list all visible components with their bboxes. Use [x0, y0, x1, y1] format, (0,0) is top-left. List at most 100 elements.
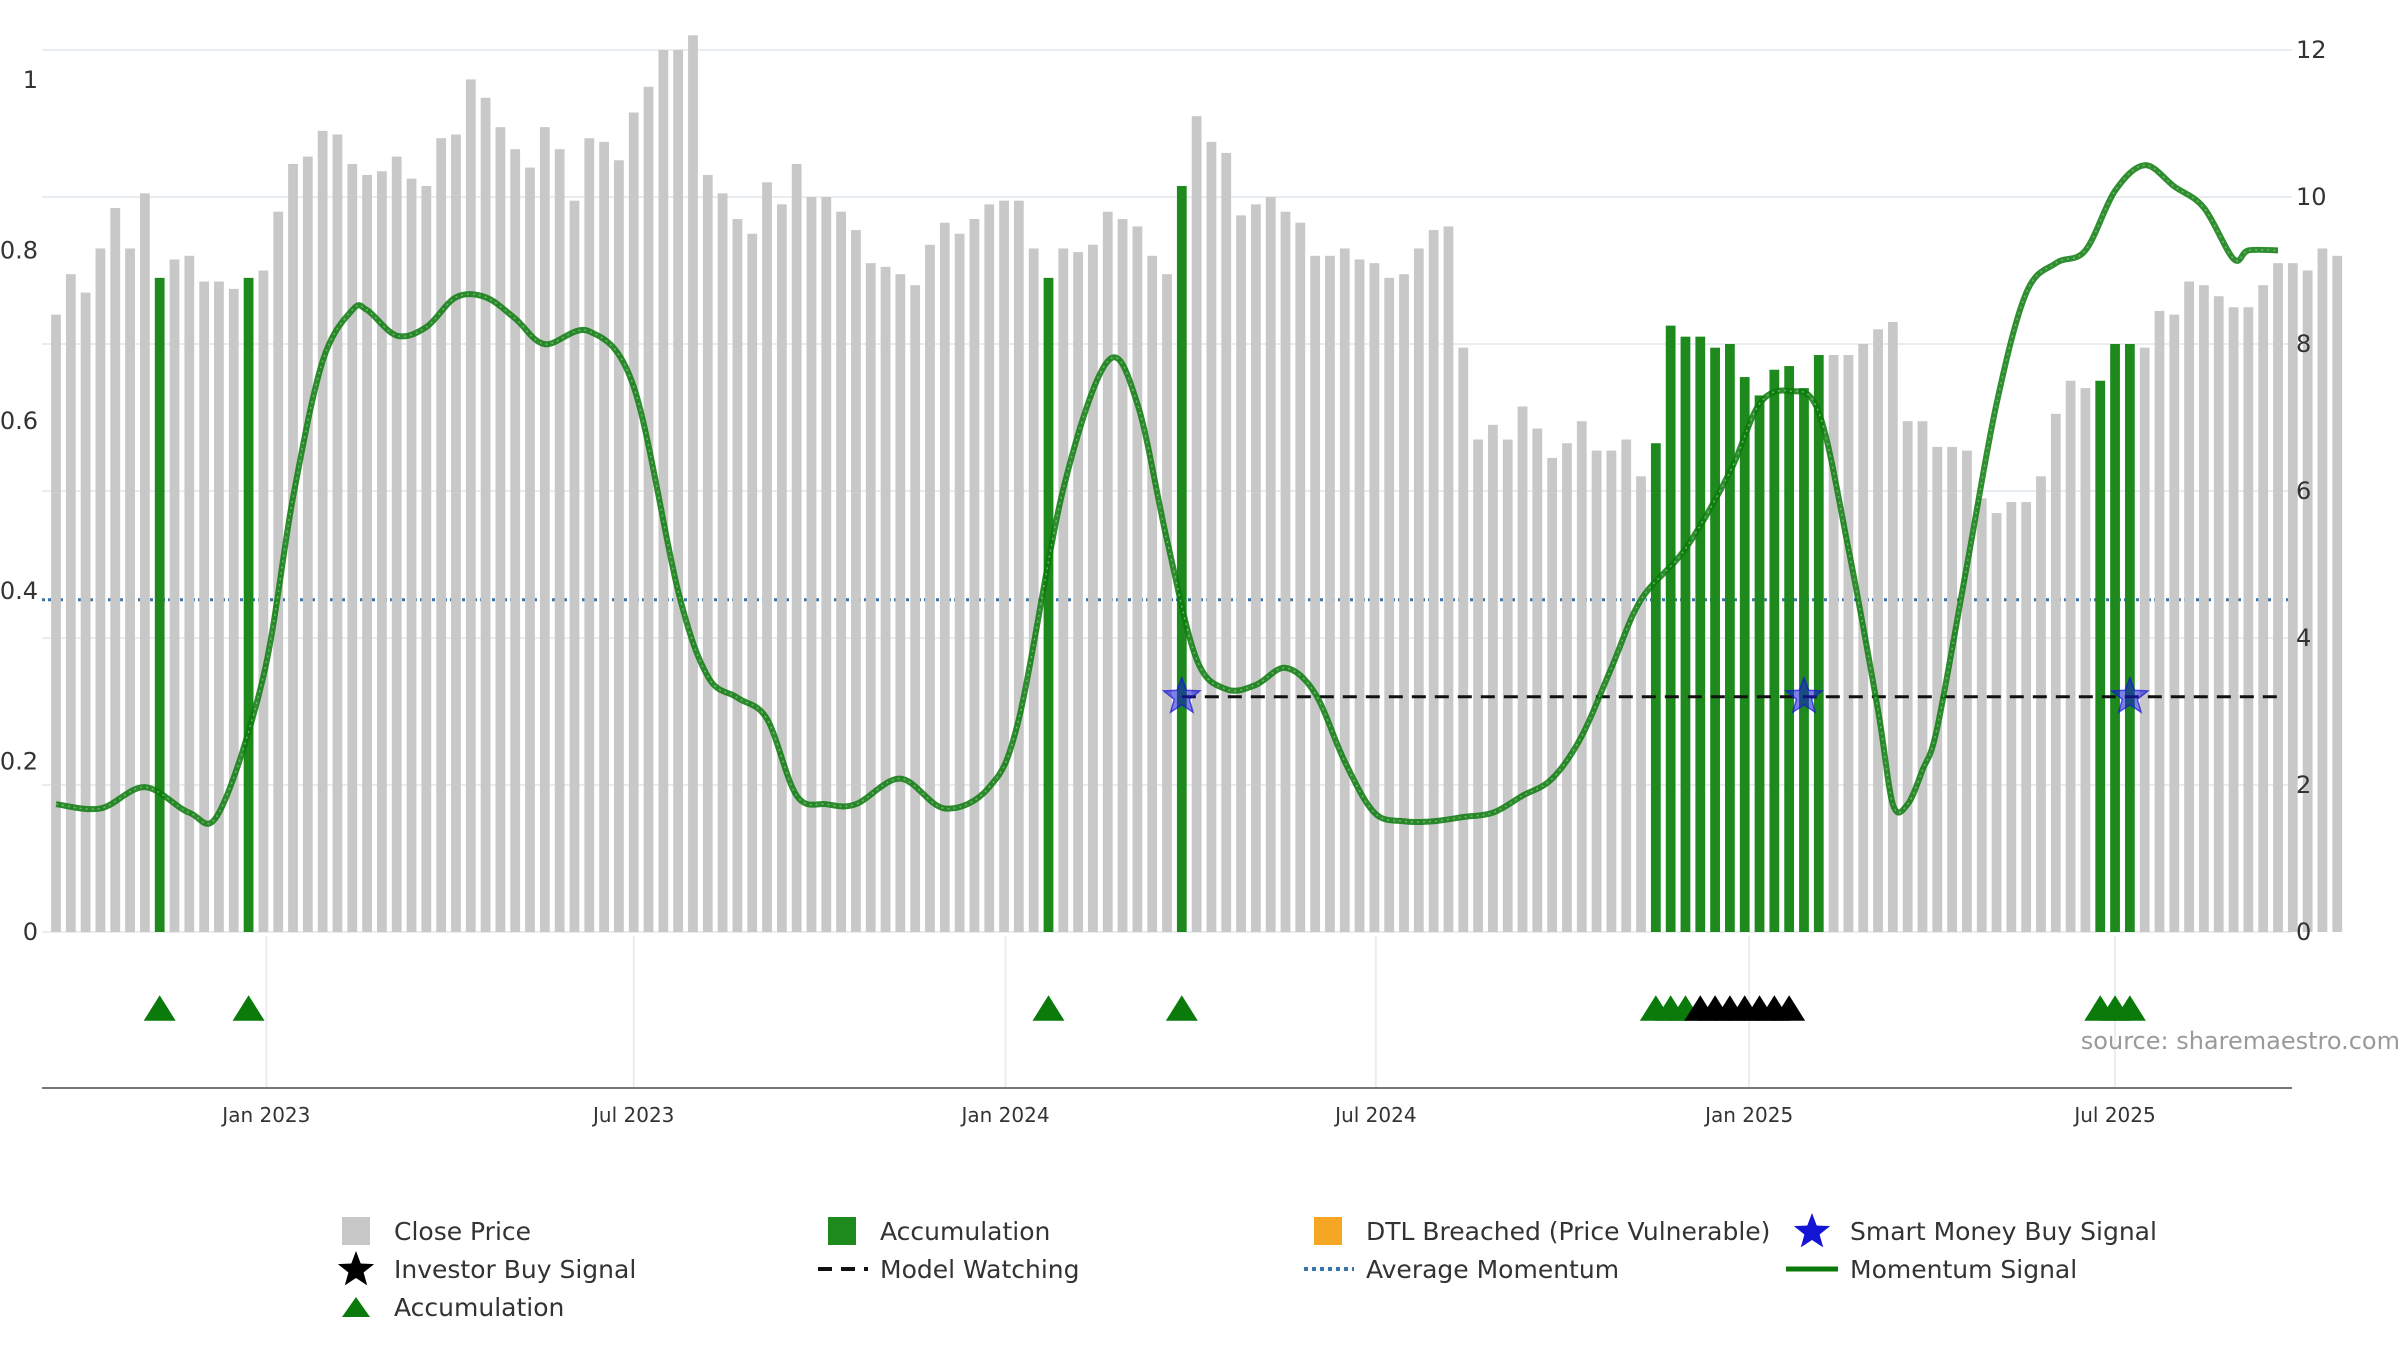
close-price-bar [1206, 141, 1217, 932]
close-price-bar [1902, 421, 1913, 932]
accumulation-bar [1665, 325, 1676, 932]
legend-label: Accumulation [880, 1216, 1051, 1246]
close-price-bar [2332, 255, 2343, 933]
close-price-series [51, 35, 2343, 933]
close-price-bar [169, 259, 180, 933]
close-price-bar [1473, 439, 1483, 932]
legend-item-momentum: Momentum Signal [1786, 1250, 2077, 1288]
close-price-bar [406, 178, 417, 932]
close-price-bar [214, 281, 224, 932]
accumulation-bar [2110, 344, 2120, 932]
close-price-bar [2258, 285, 2269, 932]
close-price-bar [1932, 446, 1943, 932]
accumulation-bar [1695, 336, 1706, 932]
close-price-bar [2169, 314, 2180, 933]
smart-money-star [2109, 675, 2150, 714]
close-price-bar [643, 86, 654, 932]
close-price-bar [539, 127, 550, 933]
close-price-bar [1384, 277, 1395, 933]
close-price-bar [1636, 476, 1646, 932]
close-price-bar [821, 197, 832, 932]
close-price-bar [1310, 255, 1321, 933]
close-price-bar [1191, 116, 1202, 932]
close-price-bar [2139, 347, 2150, 932]
close-price-bar [1428, 230, 1439, 932]
close-price-bar [1013, 200, 1024, 933]
close-price-bar [95, 248, 106, 932]
close-price-bar [2021, 502, 2032, 932]
close-price-bar [1058, 248, 1069, 932]
smart-money-star [1161, 675, 1202, 714]
close-price-bar [865, 263, 876, 932]
close-price-bar [2050, 413, 2061, 932]
close-price-bar [199, 281, 210, 932]
accumulation-bar [243, 277, 254, 933]
legend-symbol-momentum [1786, 1250, 1838, 1288]
legend-label: Accumulation [394, 1292, 565, 1322]
close-price-bar [836, 211, 846, 932]
close-price-bar [791, 163, 802, 933]
close-price-bar [762, 182, 772, 933]
close-price-bar [1917, 421, 1928, 932]
legend-symbol-smart [1786, 1212, 1838, 1250]
close-price-bar [2317, 248, 2328, 932]
legend-item-dtl: DTL Breached (Price Vulnerable) [1302, 1212, 1770, 1250]
close-price-bar [851, 230, 861, 932]
source-label: source: sharemaestro.com [2081, 1027, 2400, 1055]
accumulation-bar [1725, 344, 1735, 932]
x-tick-label: Jul 2024 [1333, 1103, 1416, 1127]
close-price-bar [1947, 446, 1957, 932]
close-price-bar [2302, 270, 2313, 932]
close-price-bar [806, 197, 817, 932]
close-price-bar [2213, 296, 2224, 933]
close-price-bar [1088, 244, 1098, 932]
close-price-bar [1413, 248, 1424, 932]
close-price-bar [2228, 307, 2239, 932]
close-price-bar [1369, 263, 1380, 932]
legend: Close Price Accumulation DTL Breached (Pri… [330, 1212, 2230, 1342]
y-right-tick-label: 2 [2296, 771, 2311, 799]
close-price-bar [984, 204, 995, 933]
close-price-bar [139, 193, 150, 932]
close-price-bar [1517, 406, 1528, 933]
close-price-bar [1532, 428, 1543, 932]
accumulation-marker [232, 995, 265, 1021]
close-price-bar [969, 219, 980, 933]
close-price-bar [1250, 204, 1261, 933]
close-price-bar [525, 167, 535, 933]
y-left-tick-label: 0.4 [0, 577, 38, 605]
legend-item-accum: Accumulation [816, 1212, 1050, 1250]
close-price-bar [1606, 450, 1617, 932]
accumulation-bar [1784, 366, 1795, 932]
close-price-bar [880, 266, 891, 932]
legend-item-smart: Smart Money Buy Signal [1786, 1212, 2157, 1250]
close-price-bar [510, 149, 521, 933]
accumulation-marker [2113, 995, 2146, 1021]
close-price-bar [1073, 252, 1084, 932]
y-right-tick-label: 0 [2296, 918, 2311, 946]
close-price-bar [1162, 274, 1172, 932]
close-price-bar [302, 156, 313, 932]
close-price-bar [1991, 513, 2002, 932]
close-price-bar [1399, 274, 1409, 932]
accumulation-bar [1754, 395, 1765, 932]
close-price-bar [125, 248, 135, 932]
x-tick-label: Jan 2025 [1703, 1103, 1793, 1127]
accumulation-marker [1165, 995, 1198, 1021]
close-price-bar [688, 35, 698, 933]
legend-symbol-avg [1302, 1250, 1354, 1288]
close-price-bar [2065, 380, 2076, 932]
close-price-bar [910, 285, 921, 932]
close-price-bar [2080, 388, 2091, 933]
close-price-bar [2273, 263, 2283, 932]
close-price-bar [702, 174, 713, 932]
close-price-bar [1458, 347, 1469, 932]
close-price-bar [895, 274, 906, 932]
close-price-bar [495, 127, 506, 933]
close-price-bar [925, 244, 935, 932]
y-left-tick-label: 0.2 [0, 748, 38, 776]
x-tick-label: Jan 2023 [220, 1103, 310, 1127]
legend-symbol-watch [816, 1250, 868, 1288]
axes: 0 2 4 6 8 10 12 0 0.2 0.4 0.6 0.8 1 Jan 2023 Jul 2023 J… [0, 36, 2327, 1127]
